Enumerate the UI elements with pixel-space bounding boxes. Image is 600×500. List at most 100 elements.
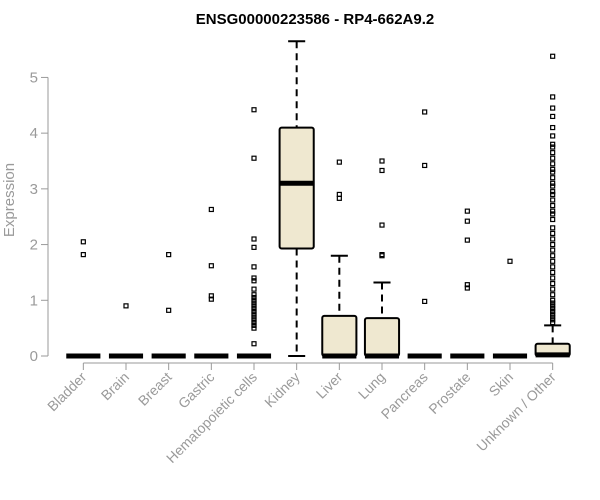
y-tick-label: 1 xyxy=(30,292,38,309)
outlier-point xyxy=(422,109,428,115)
outlier-point xyxy=(422,162,428,169)
outlier-point xyxy=(550,166,556,172)
outlier-point xyxy=(550,202,556,209)
y-tick-label: 5 xyxy=(30,69,38,86)
outlier-point xyxy=(251,314,257,320)
outlier-point xyxy=(550,141,556,147)
outlier-point xyxy=(251,107,257,113)
x-tick-label: Prostate xyxy=(425,369,473,417)
outlier-point xyxy=(550,230,556,237)
outlier-point xyxy=(251,311,257,317)
outlier-point xyxy=(550,191,556,198)
outlier-point xyxy=(251,308,257,315)
chart-title: ENSG00000223586 - RP4-662A9.2 xyxy=(196,11,435,28)
outlier-point xyxy=(251,292,257,298)
y-axis: 0 1 2 3 4 5 xyxy=(30,69,49,365)
outlier-point xyxy=(550,308,556,315)
outlier-point xyxy=(379,253,385,259)
x-tick-label: Skin xyxy=(486,369,517,400)
box-unknown-other xyxy=(534,53,571,358)
outlier-point xyxy=(550,258,556,264)
outlier-point xyxy=(550,161,556,167)
outlier-point xyxy=(251,325,257,331)
outlier-point xyxy=(379,222,385,228)
y-tick-label: 2 xyxy=(30,237,38,254)
outlier-point xyxy=(251,319,257,326)
box-bladder xyxy=(66,239,101,359)
outlier-point xyxy=(550,317,556,323)
x-tick-label: Brain xyxy=(98,369,132,403)
outlier-point xyxy=(550,269,556,276)
y-tick-label: 3 xyxy=(30,181,38,198)
outlier-point xyxy=(550,292,556,298)
outlier-point xyxy=(422,298,428,304)
outlier-point xyxy=(550,300,556,306)
outlier-point xyxy=(166,252,172,258)
outlier-point xyxy=(166,307,172,313)
box-pancreas xyxy=(407,109,442,359)
outlier-point xyxy=(251,275,257,281)
x-tick-label: Bladder xyxy=(44,369,90,415)
outlier-point xyxy=(251,278,257,284)
box-body xyxy=(321,314,358,357)
outlier-point xyxy=(550,169,556,175)
outlier-point xyxy=(550,275,556,281)
outlier-point xyxy=(464,218,470,224)
box-skin xyxy=(492,258,528,359)
outlier-point xyxy=(251,303,257,309)
outlier-point xyxy=(80,239,86,245)
outlier-point xyxy=(550,180,556,186)
x-tick-label: Unknown / Other xyxy=(473,369,559,455)
outlier-point xyxy=(80,252,86,258)
box-body xyxy=(363,317,401,358)
box-breast xyxy=(151,252,186,359)
y-tick-label: 0 xyxy=(30,348,38,365)
outlier-point xyxy=(550,189,556,195)
outlier-point xyxy=(464,208,470,214)
outlier-point xyxy=(251,244,257,250)
outlier-point xyxy=(251,155,257,161)
outlier-point xyxy=(550,175,556,181)
box-liver xyxy=(321,159,358,359)
outlier-point xyxy=(550,319,556,326)
outlier-point xyxy=(550,183,556,189)
outlier-point xyxy=(464,237,470,243)
outlier-point xyxy=(251,264,257,270)
outlier-point xyxy=(208,263,214,269)
box-prostate xyxy=(450,208,485,359)
outlier-point xyxy=(550,314,556,320)
outlier-point xyxy=(550,211,556,217)
outlier-point xyxy=(550,236,556,242)
y-tick-label: 4 xyxy=(30,125,38,142)
x-tick-label: Kidney xyxy=(261,369,303,411)
outlier-point xyxy=(507,258,513,264)
outlier-point xyxy=(550,253,556,259)
box-body xyxy=(278,126,315,250)
outlier-point xyxy=(208,293,214,299)
outlier-point xyxy=(550,105,556,111)
outlier-point xyxy=(550,94,556,100)
outlier-point xyxy=(251,341,257,347)
outlier-point xyxy=(208,296,214,302)
outlier-point xyxy=(251,286,257,292)
outlier-point xyxy=(464,285,470,291)
outlier-point xyxy=(123,303,129,309)
x-tick-label: Pancreas xyxy=(378,369,431,422)
outlier-point xyxy=(550,247,556,253)
x-tick-label: Lung xyxy=(355,369,388,402)
outlier-point xyxy=(208,206,214,213)
outlier-point xyxy=(550,144,556,150)
box-lung xyxy=(363,158,401,359)
outlier-point xyxy=(550,208,556,214)
outlier-point xyxy=(550,133,556,139)
x-tick-label: Liver xyxy=(313,369,346,402)
y-axis-label: Expression xyxy=(1,163,18,237)
outlier-point xyxy=(550,113,556,120)
outlier-point xyxy=(550,124,556,131)
outlier-point xyxy=(464,282,470,288)
outlier-point xyxy=(550,225,556,231)
box-kidney xyxy=(278,40,315,357)
outlier-point xyxy=(379,158,385,164)
outlier-point xyxy=(251,322,257,328)
